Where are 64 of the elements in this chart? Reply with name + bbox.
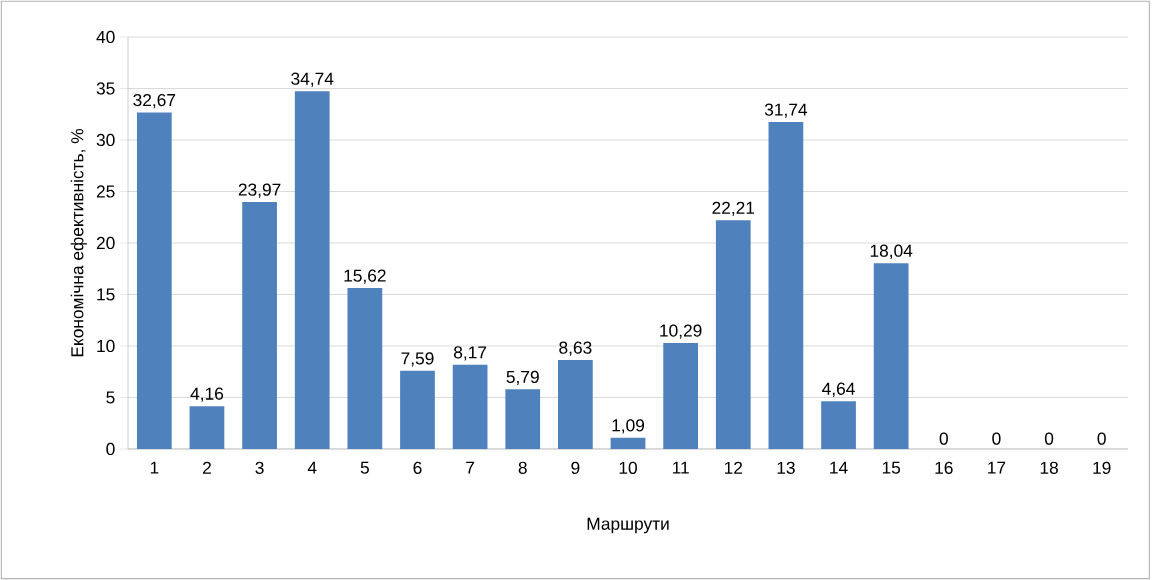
x-tick-label: 9	[571, 461, 580, 474]
data-label: 8,17	[454, 346, 487, 361]
x-tick-label: 15	[882, 461, 901, 474]
data-label: 8,63	[559, 341, 592, 356]
data-label: 22,21	[712, 201, 755, 216]
data-label: 0	[1044, 432, 1054, 445]
bar	[347, 288, 383, 449]
data-label: 4,16	[190, 387, 224, 402]
y-tick-label: 25	[96, 185, 115, 198]
bar	[821, 401, 856, 449]
data-label: 23,97	[238, 183, 281, 198]
x-tick-label: 8	[518, 461, 527, 474]
y-tick-label: 0	[106, 442, 115, 456]
bar	[715, 220, 751, 449]
x-tick-label: 18	[1040, 461, 1058, 474]
data-label: 7,59	[401, 352, 434, 367]
bar	[400, 370, 435, 449]
y-tick-label: 10	[97, 339, 115, 353]
bar	[873, 263, 909, 449]
x-tick-label: 1	[150, 461, 159, 474]
bar	[610, 437, 646, 449]
x-tick-label: 12	[724, 461, 743, 474]
data-label: 0	[992, 432, 1001, 445]
y-axis-title: Економічна ефективність, %	[70, 128, 87, 357]
bar	[663, 343, 698, 449]
data-label: 15,62	[344, 269, 386, 284]
data-label: 5,79	[506, 370, 539, 386]
y-tick-label: 40	[96, 30, 115, 44]
data-label: 1,09	[612, 419, 645, 434]
x-axis-title: Маршрути	[587, 517, 669, 534]
bar	[242, 202, 277, 449]
x-tick-label: 2	[203, 461, 211, 474]
bar	[294, 91, 330, 449]
data-label: 0	[1097, 432, 1106, 445]
y-tick-label: 15	[97, 288, 115, 301]
bar	[505, 389, 541, 449]
x-tick-label: 19	[1093, 461, 1111, 474]
data-label: 4,64	[822, 382, 855, 397]
x-tick-label: 14	[830, 461, 848, 474]
data-label: 32,67	[133, 93, 176, 109]
y-tick-label: 30	[96, 133, 115, 147]
y-tick-label: 20	[96, 236, 115, 250]
x-tick-label: 4	[307, 461, 317, 474]
x-tick-label: 17	[988, 461, 1006, 474]
data-label: 34,74	[291, 72, 334, 87]
bar	[189, 406, 225, 449]
x-tick-label: 6	[413, 461, 422, 474]
data-label: 0	[939, 432, 948, 445]
y-tick-label: 35	[96, 82, 115, 95]
bar	[452, 364, 488, 449]
bar	[136, 112, 172, 449]
x-tick-label: 13	[777, 461, 795, 474]
y-tick-label: 5	[106, 391, 115, 404]
x-tick-label: 7	[466, 461, 475, 474]
x-tick-label: 3	[255, 461, 264, 474]
x-tick-label: 5	[360, 461, 369, 474]
data-label: 10,29	[660, 324, 702, 339]
bar	[558, 360, 593, 449]
data-label: 31,74	[764, 103, 808, 118]
bar	[768, 122, 804, 449]
x-tick-label: 16	[935, 461, 953, 474]
x-tick-label: 10	[619, 461, 637, 474]
data-label: 18,04	[870, 244, 913, 259]
x-tick-label: 11	[672, 461, 689, 474]
